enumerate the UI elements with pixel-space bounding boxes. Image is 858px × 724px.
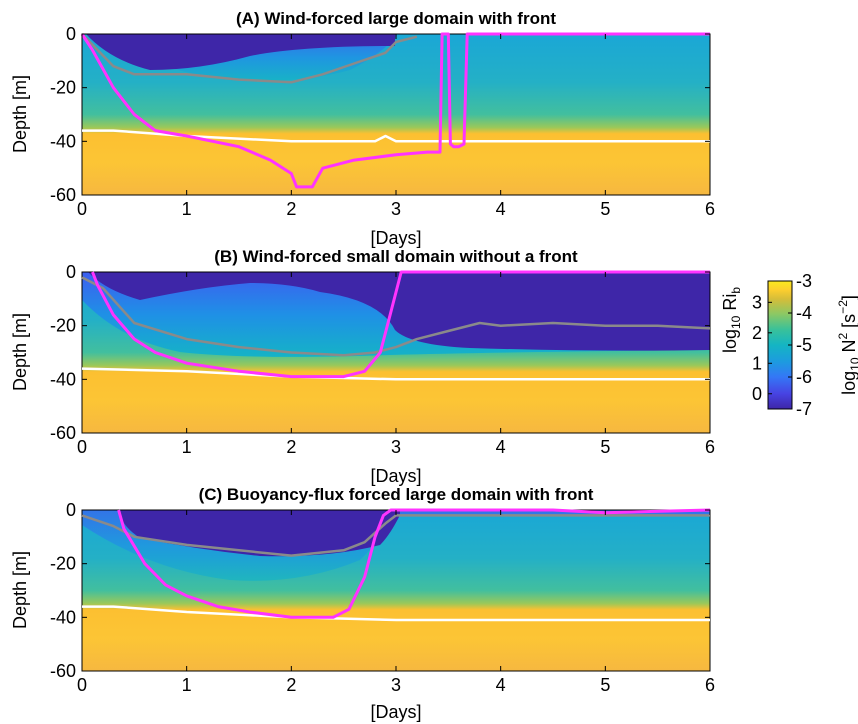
x-tick-label: 3 xyxy=(391,437,401,457)
x-tick-label: 4 xyxy=(496,675,506,695)
y-tick-label: -60 xyxy=(50,185,76,205)
panel-c-ylabel: Depth [m] xyxy=(10,551,30,629)
x-tick-label: 4 xyxy=(496,199,506,219)
panel-b-magenta-line xyxy=(91,270,710,379)
x-tick-label: 2 xyxy=(286,675,296,695)
panel-b-series xyxy=(81,270,711,381)
x-tick-label: 1 xyxy=(182,199,192,219)
panel-c-field xyxy=(82,510,710,671)
colorbar: -3 -4 -5 -6 -7 3 2 1 0 log10 N2 [s−2] log10 Rib xyxy=(720,271,858,419)
panel-a-white-line xyxy=(82,129,710,143)
x-tick-label: 5 xyxy=(600,437,610,457)
panel-a-ylabel: Depth [m] xyxy=(10,75,30,153)
panel-b-gray-line xyxy=(81,276,711,357)
panel-a: (A) Wind-forced large domain with front … xyxy=(10,9,715,248)
y-tick-label: -20 xyxy=(50,554,76,574)
x-tick-label: 0 xyxy=(77,199,87,219)
y-tick-label: 0 xyxy=(66,24,76,44)
panel-b: (B) Wind-forced small domain without a f… xyxy=(10,247,715,486)
panel-b-white-line xyxy=(81,367,710,381)
panel-b-field xyxy=(82,272,710,433)
y-tick-label: 0 xyxy=(66,500,76,520)
panel-c-title: (C) Buoyancy-flux forced large domain wi… xyxy=(199,485,594,504)
panel-a-title: (A) Wind-forced large domain with front xyxy=(236,9,556,28)
panel-b-title: (B) Wind-forced small domain without a f… xyxy=(214,247,578,266)
panel-a-magenta-line xyxy=(80,32,710,189)
y-tick-label: -20 xyxy=(50,78,76,98)
y-tick-label: -40 xyxy=(50,369,76,389)
panel-a-xticks: 0 1 2 3 4 5 6 xyxy=(77,34,715,219)
colorbar-n2-tick-label: -3 xyxy=(796,271,812,291)
panel-a-xlabel: [Days] xyxy=(370,228,421,248)
y-tick-label: 0 xyxy=(66,262,76,282)
x-tick-label: 5 xyxy=(600,199,610,219)
panel-b-xticks: 0 1 2 3 4 5 6 xyxy=(77,272,715,457)
panel-a-field xyxy=(82,34,710,195)
panel-c-gray-line xyxy=(81,514,710,557)
x-tick-label: 3 xyxy=(391,675,401,695)
x-tick-label: 0 xyxy=(77,675,87,695)
panel-c-xlabel: [Days] xyxy=(370,702,421,722)
x-tick-label: 1 xyxy=(182,675,192,695)
panel-a-series xyxy=(80,32,710,189)
colorbar-ri-tick-label: 0 xyxy=(752,384,762,404)
panel-c-xticks: 0 1 2 3 4 5 6 xyxy=(77,510,715,695)
y-tick-label: -40 xyxy=(50,131,76,151)
colorbar-ri-tick-label: 3 xyxy=(752,292,762,312)
x-tick-label: 6 xyxy=(705,199,715,219)
x-tick-label: 2 xyxy=(286,437,296,457)
y-tick-label: -60 xyxy=(50,423,76,443)
x-tick-label: 6 xyxy=(705,675,715,695)
y-tick-label: -60 xyxy=(50,661,76,681)
colorbar-ri-ticks: 3 2 1 0 xyxy=(752,292,772,404)
colorbar-n2-tick-label: -7 xyxy=(796,399,812,419)
y-tick-label: -20 xyxy=(50,316,76,336)
x-tick-label: 2 xyxy=(286,199,296,219)
colorbar-ri-tick-label: 1 xyxy=(752,353,762,373)
colorbar-ri-label: log10 Rib xyxy=(720,287,743,353)
x-tick-label: 0 xyxy=(77,437,87,457)
colorbar-n2-ticks: -3 -4 -5 -6 -7 xyxy=(788,271,812,419)
colorbar-n2-label: log10 N2 [s−2] xyxy=(836,295,858,395)
panel-b-ylabel: Depth [m] xyxy=(10,313,30,391)
x-tick-label: 6 xyxy=(705,437,715,457)
y-tick-label: -40 xyxy=(50,607,76,627)
colorbar-n2-tick-label: -4 xyxy=(796,303,812,323)
panel-a-gray-line xyxy=(81,33,418,84)
panel-c-yticks: 0 -20 -40 -60 xyxy=(50,500,710,681)
panel-b-yticks: 0 -20 -40 -60 xyxy=(50,262,710,443)
x-tick-label: 5 xyxy=(600,675,610,695)
x-tick-label: 1 xyxy=(182,437,192,457)
colorbar-n2-tick-label: -6 xyxy=(796,367,812,387)
panel-c: (C) Buoyancy-flux forced large domain wi… xyxy=(10,485,715,722)
x-tick-label: 3 xyxy=(391,199,401,219)
colorbar-n2-tick-label: -5 xyxy=(796,335,812,355)
panel-a-yticks: 0 -20 -40 -60 xyxy=(50,24,710,205)
colorbar-ri-tick-label: 2 xyxy=(752,323,762,343)
panel-b-xlabel: [Days] xyxy=(370,466,421,486)
x-tick-label: 4 xyxy=(496,437,506,457)
panel-c-white-line xyxy=(82,605,710,622)
